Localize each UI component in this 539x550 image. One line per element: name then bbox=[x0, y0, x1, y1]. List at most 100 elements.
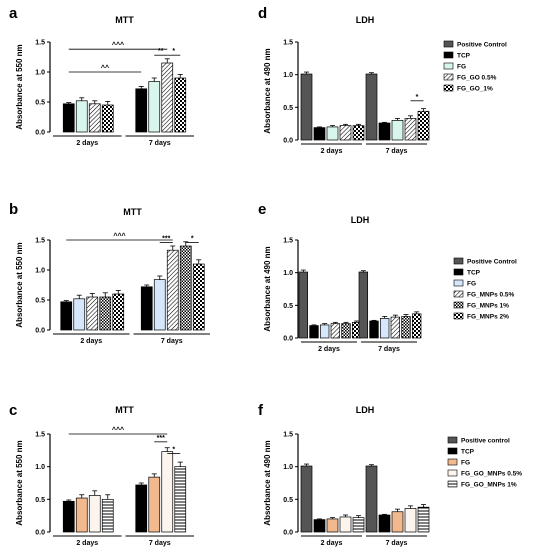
y-tick-label: 0.0 bbox=[283, 530, 293, 537]
y-tick-label: 1.0 bbox=[283, 464, 293, 471]
bar bbox=[161, 62, 174, 133]
bar bbox=[378, 122, 391, 141]
bar bbox=[417, 506, 430, 533]
bar bbox=[313, 127, 326, 141]
y-tick-label: 1.5 bbox=[283, 432, 293, 439]
sig-label: ^^^ bbox=[112, 41, 124, 49]
sig-label: *** bbox=[157, 435, 165, 442]
y-tick-label: 1.0 bbox=[283, 270, 293, 277]
panel-letter-e: e bbox=[258, 201, 267, 218]
bar bbox=[391, 120, 404, 141]
bar bbox=[352, 517, 365, 533]
chart-f: LDH 0.0 0.5 1.0 1.5 Absorbance at 490 nm 2 day… bbox=[263, 405, 522, 547]
bar bbox=[166, 249, 179, 331]
panel-letter-f: f bbox=[258, 402, 263, 419]
y-tick-label: 1.0 bbox=[35, 268, 45, 275]
legend-swatch bbox=[447, 458, 458, 466]
group-label: 2 days bbox=[80, 338, 102, 345]
y-tick-label: 0.0 bbox=[283, 138, 293, 145]
group-label: 7 days bbox=[378, 346, 400, 353]
group-label: 2 days bbox=[76, 140, 98, 147]
bar bbox=[88, 495, 101, 533]
sig-label: * bbox=[172, 48, 175, 55]
legend-label: FG bbox=[461, 460, 470, 467]
chart-layer: MTT 0.0 0.5 1.0 1.5 Absorbance at 550 nm 2 day… bbox=[15, 15, 522, 547]
legend-label: FG bbox=[467, 281, 476, 288]
y-tick-label: 0.5 bbox=[35, 100, 45, 107]
legend-label: TCP bbox=[461, 449, 475, 456]
chart-d: LDH 0.0 0.5 1.0 1.5 Absorbance at 490 nm 2 day… bbox=[263, 15, 507, 155]
y-tick-label: 0.5 bbox=[283, 497, 293, 504]
bar bbox=[148, 81, 161, 133]
bar bbox=[326, 126, 339, 141]
group-label: 2 days bbox=[321, 148, 343, 155]
bar bbox=[379, 318, 390, 339]
legend-label: Positive control bbox=[461, 438, 510, 445]
legend-swatch bbox=[447, 447, 458, 455]
chart-title: MTT bbox=[115, 405, 134, 415]
y-tick-label: 0.0 bbox=[35, 130, 45, 137]
legend-swatch bbox=[453, 301, 464, 309]
y-tick-label: 1.0 bbox=[35, 464, 45, 471]
y-axis-label: Absorbance at 550 nm bbox=[15, 44, 24, 129]
legend-swatch bbox=[453, 290, 464, 298]
legend-label: FG_GO_MNPs 0.5% bbox=[461, 471, 522, 478]
bar bbox=[161, 451, 174, 533]
group-label: 2 days bbox=[318, 346, 340, 353]
bar bbox=[391, 511, 404, 533]
chart-title: LDH bbox=[351, 215, 370, 225]
bar bbox=[62, 103, 75, 133]
bar bbox=[326, 518, 339, 533]
bar bbox=[60, 301, 73, 331]
sig-label: ** bbox=[158, 48, 164, 55]
legend-swatch bbox=[443, 84, 454, 92]
y-tick-label: 1.5 bbox=[283, 238, 293, 245]
legend-label: Positive Control bbox=[457, 42, 507, 49]
bar bbox=[86, 296, 99, 331]
bar bbox=[174, 466, 187, 533]
group-label: 7 days bbox=[386, 148, 408, 155]
y-axis-label: Absorbance at 550 nm bbox=[15, 440, 24, 525]
bar bbox=[101, 498, 114, 533]
bar bbox=[112, 293, 125, 331]
bar bbox=[99, 296, 112, 331]
bar bbox=[88, 103, 101, 133]
panel-letter-d: d bbox=[258, 5, 268, 22]
chart-b: MTT 0.0 0.5 1.0 1.5 Absorbance at 550 nm 2 day… bbox=[15, 207, 210, 345]
y-tick-label: 1.0 bbox=[35, 70, 45, 77]
chart-title: MTT bbox=[115, 15, 134, 25]
group-label: 7 days bbox=[161, 338, 183, 345]
bar bbox=[75, 497, 88, 533]
bar bbox=[179, 245, 192, 331]
legend-swatch bbox=[443, 40, 454, 48]
y-tick-label: 1.5 bbox=[283, 40, 293, 47]
legend-swatch bbox=[453, 268, 464, 276]
bar bbox=[358, 271, 369, 339]
bar bbox=[73, 298, 86, 331]
chart-title: LDH bbox=[356, 405, 375, 415]
bar bbox=[300, 73, 313, 141]
bar bbox=[378, 514, 391, 533]
y-tick-label: 0.5 bbox=[283, 105, 293, 112]
bar bbox=[339, 125, 352, 141]
bar bbox=[135, 484, 148, 533]
bar bbox=[140, 286, 153, 331]
group-label: 2 days bbox=[321, 540, 343, 547]
legend-label: FG bbox=[457, 64, 466, 71]
sig-label: ^^^ bbox=[113, 232, 125, 240]
bar bbox=[411, 313, 422, 339]
bar bbox=[404, 118, 417, 141]
sig-label: * bbox=[416, 94, 419, 101]
legend-swatch bbox=[443, 62, 454, 70]
group-label: 2 days bbox=[76, 540, 98, 547]
y-axis-label: Absorbance at 550 nm bbox=[15, 242, 24, 327]
bar bbox=[153, 279, 166, 331]
y-tick-label: 0.0 bbox=[283, 336, 293, 343]
y-tick-label: 0.0 bbox=[35, 328, 45, 335]
y-tick-label: 0.0 bbox=[35, 530, 45, 537]
y-tick-label: 1.5 bbox=[35, 432, 45, 439]
legend-swatch bbox=[447, 480, 458, 488]
chart-e: LDH 0.0 0.5 1.0 1.5 Absorbance at 490 nm 2 day… bbox=[263, 215, 517, 353]
y-tick-label: 1.5 bbox=[35, 40, 45, 47]
